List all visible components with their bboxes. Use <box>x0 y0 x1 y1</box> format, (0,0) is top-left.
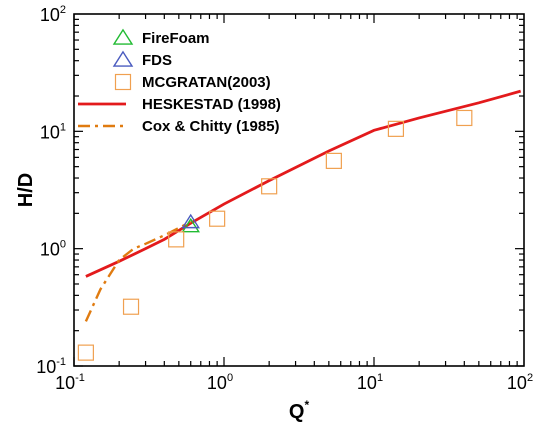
series-point-2 <box>209 210 226 227</box>
x-tick-label-base: 10 <box>357 373 377 393</box>
x-tick-label-base: 10 <box>207 373 227 393</box>
y-tick-label-base: 10 <box>36 357 56 377</box>
series-point-0 <box>181 217 200 233</box>
x-axis-title: Q* <box>289 398 310 423</box>
x-tick-label-exponent: 0 <box>227 372 233 384</box>
series-point-2 <box>122 298 140 315</box>
legend-marker <box>114 73 132 91</box>
legend-marker <box>112 28 134 45</box>
legend-label: FDS <box>142 52 172 69</box>
series-point-2 <box>325 152 342 169</box>
y-tick-label-exponent: 1 <box>60 121 66 133</box>
y-tick-label-base: 10 <box>40 122 60 142</box>
legend-marker <box>112 50 134 67</box>
series-line-4 <box>84 220 192 322</box>
series-point-1 <box>181 213 200 229</box>
y-tick-label: 101 <box>40 121 66 142</box>
legend: FireFoam FDS MCGRATAN(2003) HESKESTAD (1998… <box>78 28 281 135</box>
x-axis-title-base: Q <box>289 401 305 423</box>
y-tick-label-exponent: 0 <box>60 239 66 251</box>
plot-frame <box>73 13 525 367</box>
legend-label: HESKESTAD (1998) <box>142 96 281 113</box>
x-axis-title-superscript: * <box>304 398 309 412</box>
plot-lines-layer <box>84 89 522 322</box>
axis-ticks <box>73 14 524 367</box>
x-tick-label-base: 10 <box>507 373 527 393</box>
x-tick-label-exponent: -1 <box>75 372 85 384</box>
legend-label: Cox & Chitty (1985) <box>142 118 280 135</box>
y-tick-label: 102 <box>40 4 66 25</box>
x-tick-label: 102 <box>507 372 533 393</box>
series-point-2 <box>261 178 278 195</box>
x-tick-label-exponent: 2 <box>527 372 533 384</box>
series-point-2 <box>77 344 94 361</box>
y-axis-title: H/D <box>15 173 37 207</box>
x-tick-label: 10-1 <box>55 372 85 393</box>
y-tick-label: 100 <box>40 239 66 260</box>
legend-label: MCGRATAN(2003) <box>142 74 271 91</box>
series-point-2 <box>387 120 405 137</box>
plot-markers-layer <box>77 109 473 361</box>
series-line-3 <box>85 89 522 278</box>
y-tick-label-exponent: -1 <box>56 356 66 368</box>
y-tick-label-exponent: 2 <box>60 4 66 16</box>
series-point-2 <box>456 109 473 127</box>
x-tick-label-exponent: 1 <box>377 372 383 384</box>
x-tick-label-base: 10 <box>55 373 75 393</box>
x-tick-label: 101 <box>357 372 383 393</box>
x-tick-label: 100 <box>207 372 233 393</box>
y-tick-label-base: 10 <box>40 5 60 25</box>
y-tick-label-base: 10 <box>40 240 60 260</box>
series-point-2 <box>168 231 185 248</box>
legend-label: FireFoam <box>142 30 210 47</box>
y-tick-label: 10-1 <box>36 356 66 377</box>
